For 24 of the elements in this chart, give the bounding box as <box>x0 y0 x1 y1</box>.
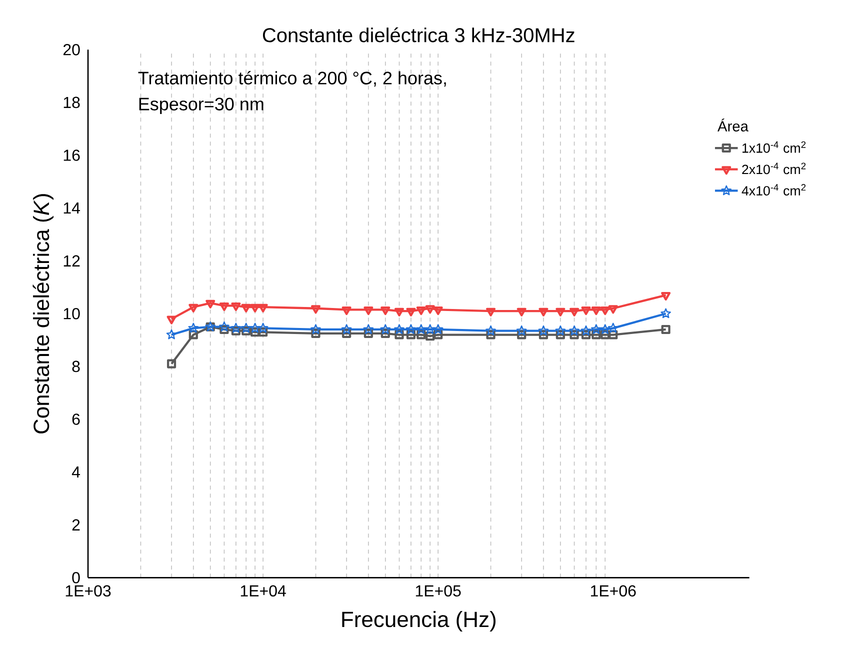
x-tick-label: 1E+05 <box>416 585 461 597</box>
y-tick-label: 0 <box>72 572 80 584</box>
x-tick-label: 1E+04 <box>240 585 286 597</box>
legend-label: 1x10$^{-4}$ cm$^{2}$ <box>742 141 806 153</box>
legend-label: 2x10$^{-4}$ cm$^{2}$ <box>742 162 806 174</box>
annotation: Tratamiento térmico a 200 °C, 2 horas, <box>138 71 446 87</box>
x-axis-title: Frecuencia (Hz) <box>342 611 496 632</box>
y-tick-label: 10 <box>64 308 80 320</box>
annotation: Espesor=30 nm <box>139 98 264 114</box>
y-tick-label: 14 <box>64 202 80 214</box>
y-tick-label: 20 <box>63 44 80 56</box>
y-tick-label: 18 <box>64 96 80 108</box>
y-tick-label: 6 <box>72 414 80 425</box>
y-tick-label: 12 <box>64 255 80 266</box>
y-axis-title: Constante dieléctrica (K) <box>32 194 54 434</box>
chart-title: Constante dieléctrica 3 kHz-30MHz <box>262 27 574 42</box>
y-tick-label: 16 <box>64 150 80 161</box>
legend-title: Área <box>718 118 748 132</box>
y-tick-label: 4 <box>72 466 80 478</box>
y-tick-label: 8 <box>72 360 80 372</box>
y-tick-label: 2 <box>72 519 80 530</box>
x-tick-label: 1E+03 <box>66 585 111 597</box>
legend-label: 4x10$^{-4}$ cm$^{2}$ <box>742 184 806 196</box>
x-tick-label: 1E+06 <box>590 585 636 597</box>
